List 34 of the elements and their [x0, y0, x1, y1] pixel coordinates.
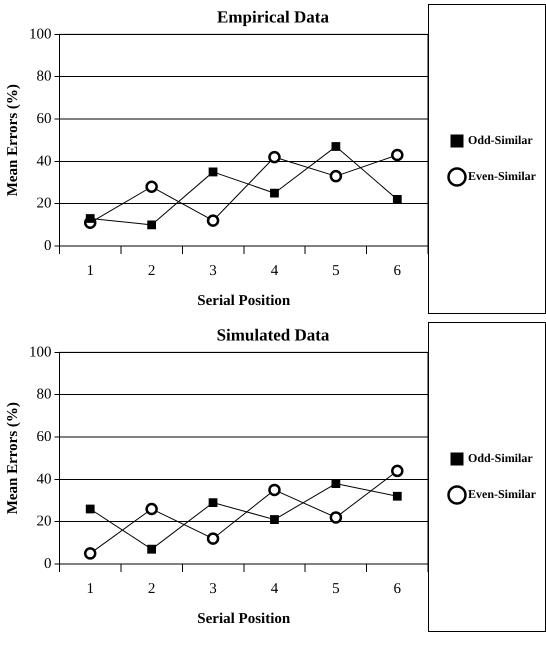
chart-title: Simulated Data — [216, 326, 330, 345]
y-axis-title: Mean Errors (%) — [4, 84, 21, 196]
y-tick-label: 80 — [36, 386, 52, 403]
y-tick-label: 20 — [36, 514, 52, 530]
legend-label: Odd-Similar — [468, 133, 534, 148]
x-tick-label: 1 — [86, 262, 94, 279]
y-tick-label: 20 — [36, 196, 52, 212]
x-tick-label: 5 — [332, 580, 340, 597]
y-tick-label: 100 — [29, 26, 52, 42]
y-tick-label: 0 — [44, 556, 52, 572]
x-tick-label: 4 — [270, 580, 279, 597]
x-tick-label: 4 — [270, 262, 279, 279]
chart-title: Empirical Data — [217, 8, 330, 27]
x-axis-title: Serial Position — [197, 292, 291, 309]
x-tick-label: 5 — [332, 262, 340, 279]
y-tick-label: 60 — [36, 428, 52, 445]
legend-label: Odd-Similar — [468, 451, 534, 466]
y-axis-title: Mean Errors (%) — [4, 402, 21, 514]
y-tick-label: 40 — [36, 153, 52, 170]
x-tick-label: 6 — [394, 262, 402, 279]
y-tick-label: 80 — [36, 68, 52, 85]
y-tick-label: 0 — [44, 238, 52, 254]
x-tick-label: 2 — [148, 580, 156, 597]
legend-label: Even-Similar — [468, 487, 537, 502]
x-tick-label: 1 — [86, 580, 94, 597]
y-tick-label: 100 — [29, 344, 52, 360]
x-tick-label: 3 — [209, 580, 217, 597]
x-tick-label: 6 — [394, 580, 402, 597]
y-tick-label: 40 — [36, 471, 52, 488]
x-tick-label: 3 — [209, 262, 217, 279]
x-axis-title: Serial Position — [197, 610, 291, 627]
y-tick-label: 60 — [36, 110, 52, 127]
legend-label: Even-Similar — [468, 169, 537, 184]
x-tick-label: 2 — [148, 262, 156, 279]
